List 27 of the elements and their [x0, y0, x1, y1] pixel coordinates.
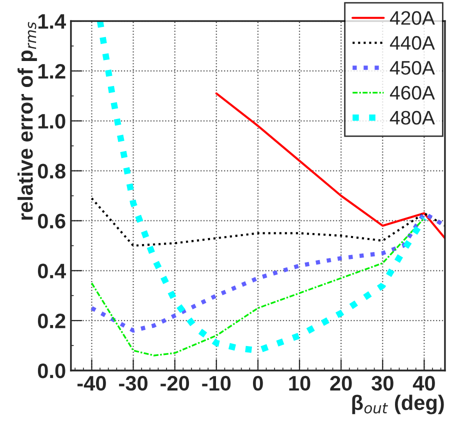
legend-label: 450A	[390, 60, 435, 75]
y-tick-label: 1.4	[38, 14, 66, 29]
y-tick-label: 0.6	[38, 214, 66, 228]
y-tick-label: 1.0	[38, 114, 66, 129]
y-tick-label: 0.0	[38, 363, 66, 378]
line-series	[90, 197, 445, 247]
x-tick-label: -20	[160, 376, 190, 391]
legend-label: 480A	[390, 110, 435, 125]
x-tick-label: 10	[289, 376, 310, 391]
line-series	[90, 217, 426, 356]
legend-label: 440A	[390, 36, 435, 50]
x-tick-label: -10	[202, 376, 231, 391]
x-tick-label: 40	[412, 376, 435, 391]
y-tick-label: 0.2	[38, 314, 66, 328]
line-series	[90, 211, 445, 333]
legend-label: 420A	[390, 11, 435, 25]
y-tick-label: 0.8	[38, 164, 66, 179]
y-axis-title: relative error of p$_{rms}$	[18, 22, 37, 220]
y-tick-label: 1.2	[38, 64, 66, 79]
x-tick-label: 20	[330, 376, 352, 391]
y-tick-label: 0.4	[38, 264, 66, 278]
x-tick-label: 0	[252, 376, 263, 391]
x-tick-label: -30	[119, 376, 148, 391]
x-axis-title: β$_{out}$ (deg)	[352, 394, 444, 414]
legend-label: 460A	[390, 86, 435, 100]
x-tick-label: 30	[372, 376, 394, 391]
x-tick-label: -40	[77, 376, 106, 391]
